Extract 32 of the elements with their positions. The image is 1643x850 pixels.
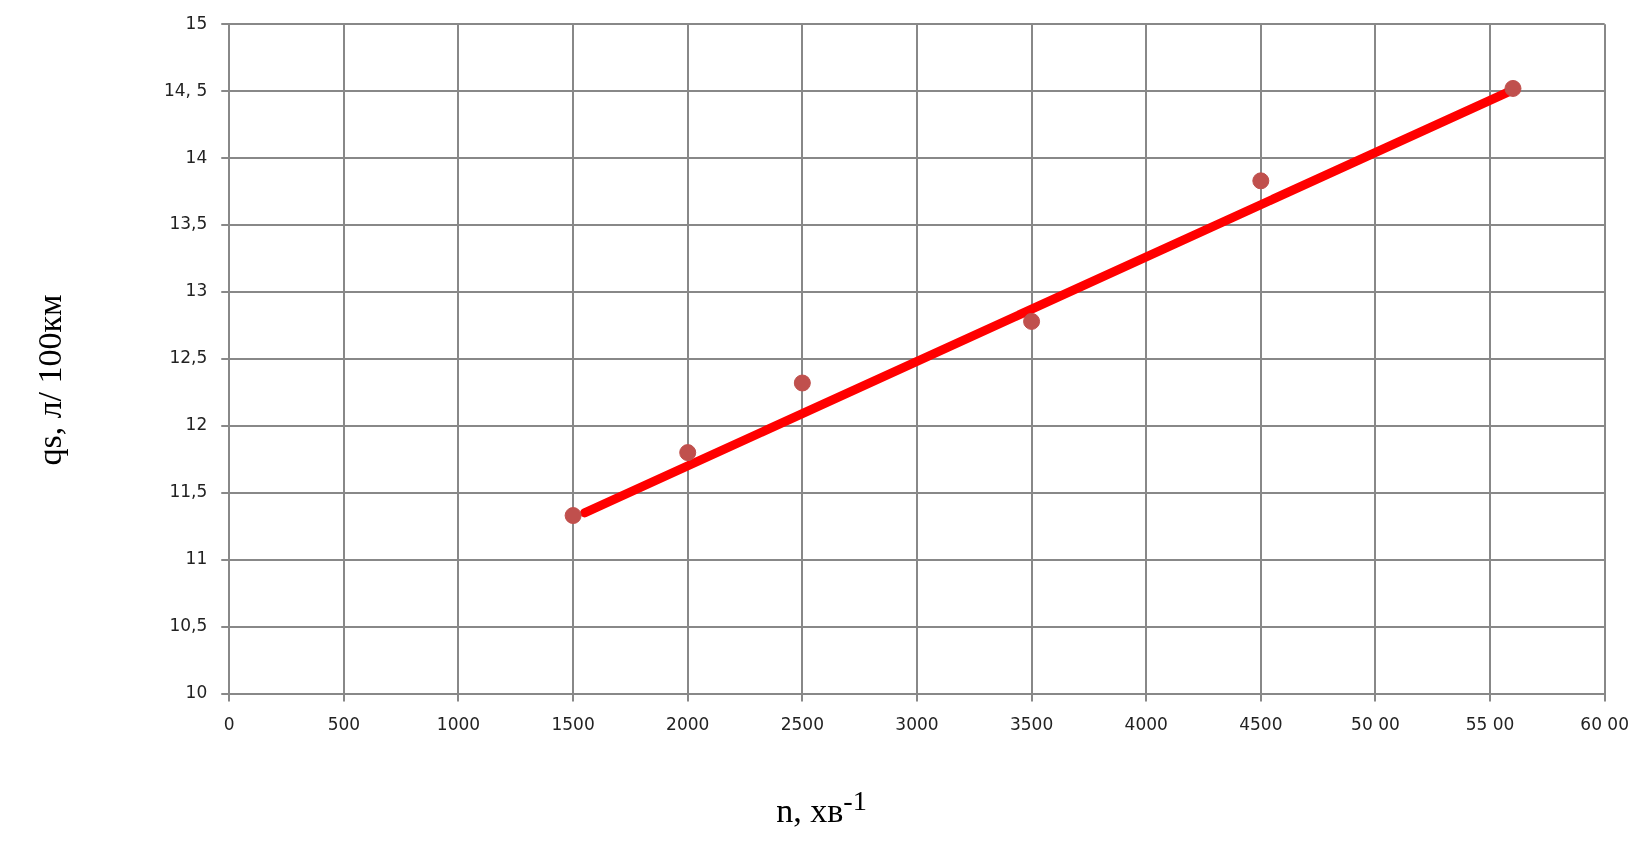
x-tick-label: 2500 (780, 714, 824, 735)
y-tick-label: 12,5 (169, 347, 208, 368)
point (793, 374, 811, 392)
x-tick-label: 3500 (1009, 714, 1054, 735)
y-tick-label: 10 (185, 682, 208, 703)
x-tick-label: 1500 (551, 714, 595, 735)
x-tick-label: 2000 (666, 714, 710, 735)
point (564, 507, 582, 525)
y-tick-label: 12 (185, 414, 208, 435)
y-tick-label: 13,5 (169, 213, 208, 234)
y-tick-label: 10,5 (169, 615, 208, 636)
x-axis-title: n, хв$^{-1}$ (775, 785, 868, 831)
y-tick-label: 15 (185, 12, 208, 33)
x-tick-label: 4000 (1124, 714, 1168, 735)
x-tick-label: 4500 (1239, 714, 1283, 735)
x-tick-label: 1000 (436, 714, 481, 735)
x-tick-label: 50 00 (1351, 714, 1400, 735)
y-tick-label: 14, 5 (163, 79, 208, 100)
y-tick-label: 11 (185, 548, 208, 569)
point (1252, 172, 1270, 190)
point (1504, 79, 1522, 97)
x-tick-label: 500 (327, 714, 361, 735)
x-tick-label: 3000 (895, 714, 939, 735)
y-tick-label: 13 (185, 280, 208, 301)
y-tick-label: 11,5 (169, 481, 208, 502)
x-tick-label: 60 00 (1580, 714, 1629, 735)
x-tick-label: 55 00 (1465, 714, 1515, 735)
point (1023, 312, 1041, 330)
x-tick-label: 0 (223, 714, 235, 735)
y-tick-label: 14 (185, 146, 208, 167)
y-axis-title: qs, л/ 100км (31, 294, 69, 466)
point (679, 444, 697, 462)
